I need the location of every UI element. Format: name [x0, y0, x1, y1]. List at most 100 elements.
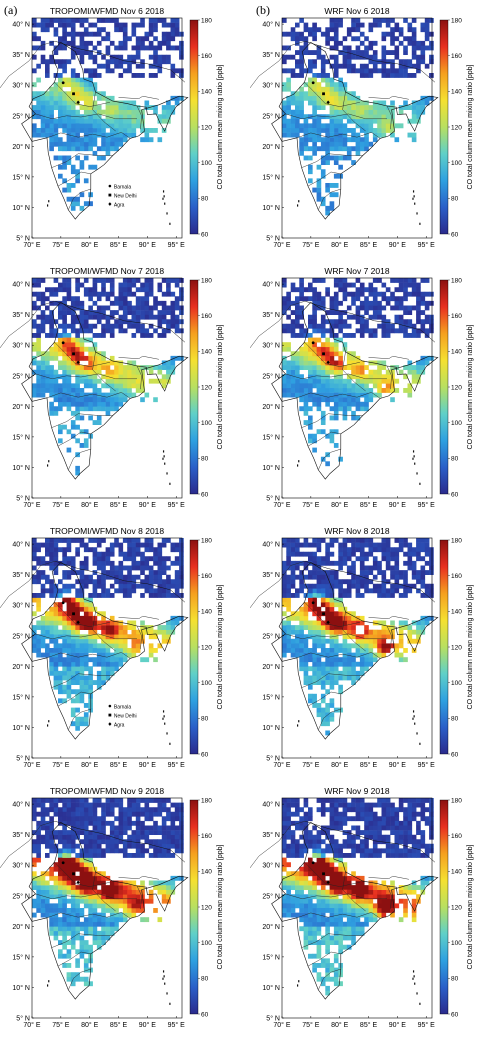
lon-tick-label: 70° E — [273, 501, 291, 509]
lat-tick-label: 15° N — [12, 433, 30, 441]
colorbar-tick-label: 180 — [451, 277, 462, 284]
lat-tick-label: 15° N — [12, 693, 30, 701]
lon-tick-label: 95° E — [418, 501, 436, 509]
lon-tick-label: 90° E — [139, 1021, 157, 1029]
colorbar-tick-label: 100 — [451, 160, 462, 167]
lat-tick-label: 5° N — [16, 1015, 30, 1023]
map-panel-3: TROPOMI/WFMD Nov 7 2018 40° N 35° N 30° N 25… — [0, 266, 224, 509]
india-outline — [271, 562, 439, 740]
lat-tick-label: 5° N — [266, 495, 280, 503]
lon-tick-label: 90° E — [139, 501, 157, 509]
lon-tick-label: 85° E — [110, 1021, 128, 1029]
lat-tick-label: 15° N — [12, 953, 30, 961]
india-outline — [271, 42, 439, 220]
lat-tick-label: 5° N — [16, 755, 30, 763]
lat-tick-label: 20° N — [262, 143, 280, 151]
colorbar-tick-label: 180 — [451, 17, 462, 24]
colorbar-tick-label: 140 — [451, 609, 462, 616]
column-label-b: (b) — [256, 3, 270, 17]
lon-tick-label: 80° E — [331, 1021, 349, 1029]
colorbar-label: CO total column mean mixing ratio [ppb] — [467, 845, 474, 970]
lat-tick-label: 40° N — [12, 21, 30, 29]
lat-tick-label: 20° N — [12, 403, 30, 411]
india-outline — [271, 302, 439, 480]
colorbar-tick-label: 140 — [201, 89, 212, 96]
lon-tick-label: 75° E — [302, 761, 320, 769]
colorbar — [189, 539, 199, 755]
colorbar-tick-label: 80 — [451, 716, 459, 723]
co-field — [282, 538, 434, 736]
colorbar-tick-label: 100 — [201, 160, 212, 167]
colorbar-tick-label: 160 — [201, 573, 212, 580]
colorbar-tick-label: 100 — [201, 420, 212, 427]
colorbar-tick-label: 140 — [451, 89, 462, 96]
lat-tick-label: 35° N — [12, 311, 30, 319]
colorbar-tick-label: 140 — [201, 869, 212, 876]
lon-tick-label: 80° E — [331, 761, 349, 769]
colorbar-tick-label: 100 — [451, 940, 462, 947]
colorbar-tick-label: 60 — [201, 491, 209, 498]
colorbar-tick-label: 180 — [201, 537, 212, 544]
colorbar-tick-label: 120 — [201, 644, 212, 651]
lat-tick-label: 15° N — [12, 173, 30, 181]
lon-tick-label: 75° E — [52, 761, 70, 769]
lat-tick-label: 40° N — [262, 281, 280, 289]
map-panel-6: WRF Nov 8 2018 40° N 35° N 30° N 25° N 20° N 1… — [250, 526, 474, 769]
lat-tick-label: 25° N — [262, 112, 280, 120]
panel-title: WRF Nov 9 2018 — [324, 786, 389, 796]
india-outline — [21, 302, 189, 480]
colorbar-tick-label: 140 — [201, 609, 212, 616]
lat-tick-label: 20° N — [12, 143, 30, 151]
colorbar — [189, 799, 199, 1015]
lon-tick-label: 85° E — [360, 761, 378, 769]
lat-tick-label: 40° N — [262, 21, 280, 29]
colorbar-tick-label: 120 — [201, 904, 212, 911]
colorbar-tick-label: 100 — [451, 680, 462, 687]
lon-tick-label: 90° E — [389, 501, 407, 509]
co-field — [282, 18, 434, 216]
colorbar-tick-label: 160 — [201, 313, 212, 320]
map-panel-1: TROPOMI/WFMD Nov 6 2018 Barnala New Delhi A… — [0, 6, 224, 249]
lat-tick-label: 10° N — [262, 724, 280, 732]
lon-tick-label: 85° E — [110, 761, 128, 769]
lat-tick-label: 40° N — [12, 801, 30, 809]
lat-tick-label: 30° N — [262, 862, 280, 870]
colorbar-label: CO total column mean mixing ratio [ppb] — [217, 65, 224, 190]
colorbar-label: CO total column mean mixing ratio [ppb] — [217, 585, 224, 710]
lon-tick-label: 75° E — [302, 1021, 320, 1029]
lat-tick-label: 5° N — [16, 495, 30, 503]
lon-tick-label: 80° E — [331, 241, 349, 249]
colorbar-tick-label: 100 — [201, 940, 212, 947]
colorbar-tick-label: 80 — [451, 456, 459, 463]
colorbar-tick-label: 180 — [201, 17, 212, 24]
colorbar-tick-label: 120 — [451, 904, 462, 911]
lat-tick-label: 5° N — [266, 1015, 280, 1023]
panel-title: TROPOMI/WFMD Nov 9 2018 — [50, 786, 165, 796]
city-legend: Barnala New Delhi Agra — [108, 184, 137, 208]
lat-tick-label: 40° N — [12, 541, 30, 549]
colorbar-tick-label: 180 — [201, 277, 212, 284]
lon-tick-label: 80° E — [81, 1021, 99, 1029]
city-legend: Barnala New Delhi Agra — [108, 704, 137, 728]
colorbar-label: CO total column mean mixing ratio [ppb] — [217, 325, 224, 450]
lon-tick-label: 80° E — [81, 761, 99, 769]
svg-text:New Delhi: New Delhi — [114, 713, 137, 719]
lon-tick-label: 70° E — [23, 501, 41, 509]
lat-tick-label: 20° N — [262, 403, 280, 411]
colorbar-tick-label: 60 — [451, 231, 459, 238]
lat-tick-label: 25° N — [12, 632, 30, 640]
colorbar-tick-label: 180 — [451, 797, 462, 804]
lat-tick-label: 20° N — [12, 923, 30, 931]
lon-tick-label: 75° E — [52, 501, 70, 509]
lat-tick-label: 25° N — [12, 112, 30, 120]
colorbar-tick-label: 80 — [451, 196, 459, 203]
lat-tick-label: 10° N — [262, 464, 280, 472]
lon-tick-label: 75° E — [302, 241, 320, 249]
lon-tick-label: 70° E — [23, 241, 41, 249]
lat-tick-label: 35° N — [262, 571, 280, 579]
lat-tick-label: 40° N — [262, 801, 280, 809]
colorbar-label: CO total column mean mixing ratio [ppb] — [467, 585, 474, 710]
panel-title: WRF Nov 8 2018 — [324, 526, 389, 536]
map-panel-4: WRF Nov 7 2018 40° N 35° N 30° N 25° N 20° N 1… — [250, 266, 474, 509]
colorbar-tick-label: 60 — [201, 1011, 209, 1018]
